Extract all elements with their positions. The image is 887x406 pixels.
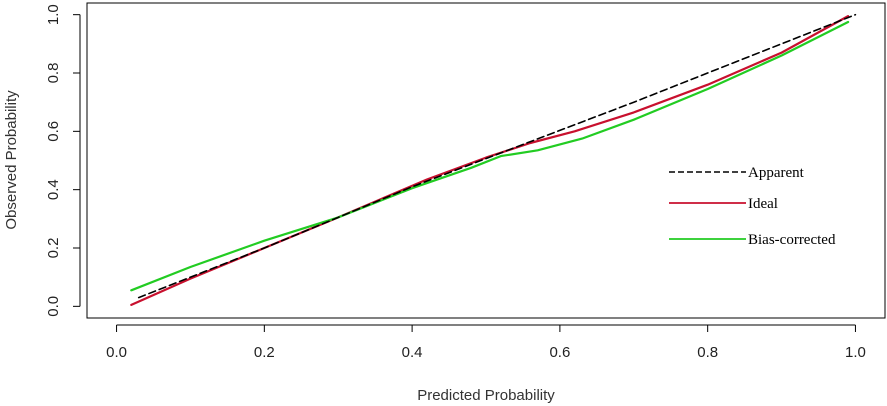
y-axis: 0.0 0.2 0.4 0.6 0.8 1.0 (45, 4, 81, 317)
y-tick-label: 0.4 (45, 179, 62, 200)
x-axis: 0.0 0.2 0.4 0.6 0.8 1.0 (106, 324, 866, 361)
series-line-bias-corrected (130, 20, 850, 292)
plot-frame (86, 2, 886, 319)
y-tick-label: 0.6 (45, 121, 62, 142)
x-tick-label: 0.8 (697, 344, 718, 361)
x-axis-label: Predicted Probability (417, 387, 555, 404)
y-tick-label: 1.0 (45, 4, 62, 25)
legend: Apparent Ideal Bias-corrected (669, 165, 836, 248)
legend-label: Ideal (748, 196, 778, 212)
y-tick-label: 0.0 (45, 296, 62, 317)
series-layer (130, 13, 857, 306)
x-tick-label: 1.0 (845, 344, 866, 361)
legend-label: Apparent (748, 165, 805, 181)
x-tick-label: 0.2 (254, 344, 275, 361)
y-tick-label: 0.8 (45, 63, 62, 84)
y-axis-label: Observed Probability (3, 90, 20, 230)
x-tick-label: 0.0 (106, 344, 127, 361)
legend-label: Bias-corrected (748, 232, 836, 248)
x-tick-label: 0.6 (549, 344, 570, 361)
y-tick-label: 0.2 (45, 238, 62, 259)
x-tick-label: 0.4 (402, 344, 423, 361)
series-line-apparent (137, 13, 857, 299)
